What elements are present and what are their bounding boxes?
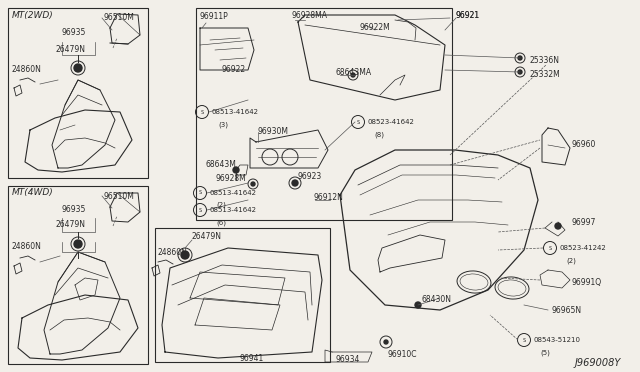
Circle shape [384,340,388,344]
Text: (6): (6) [216,219,226,225]
Text: S: S [198,190,202,196]
Text: 96921: 96921 [455,11,479,20]
Circle shape [181,251,189,259]
Circle shape [251,182,255,186]
Circle shape [415,302,421,308]
Text: 96912N: 96912N [314,193,344,202]
Text: (2): (2) [216,202,226,208]
Bar [196,8,452,220]
Text: 68643MA: 68643MA [335,68,371,77]
Text: 96510M: 96510M [103,192,134,201]
Text: 08523-41642: 08523-41642 [368,119,415,125]
Bar [155,228,330,362]
Text: 96911P: 96911P [200,12,228,21]
Text: 96991Q: 96991Q [572,278,602,287]
Text: 24860N: 24860N [158,248,188,257]
Text: 25336N: 25336N [530,56,560,65]
Text: 96923: 96923 [297,172,321,181]
Text: 26479N: 26479N [192,232,222,241]
Text: MT(2WD): MT(2WD) [12,11,54,20]
Text: 08513-41642: 08513-41642 [210,190,257,196]
Text: S: S [356,119,360,125]
Text: S: S [522,337,525,343]
Text: 24860N: 24860N [11,65,41,74]
Text: 96922: 96922 [222,65,246,74]
Text: (3): (3) [218,121,228,128]
Circle shape [74,64,82,72]
Text: S: S [548,246,552,250]
Circle shape [518,56,522,60]
Text: 26479N: 26479N [55,45,85,54]
Circle shape [292,180,298,186]
Text: 96960: 96960 [572,140,596,149]
Text: 96922M: 96922M [360,23,391,32]
Text: (5): (5) [540,349,550,356]
Text: 24860N: 24860N [11,242,41,251]
Text: 08543-51210: 08543-51210 [534,337,581,343]
Text: 96997: 96997 [572,218,596,227]
Circle shape [74,240,82,248]
Circle shape [555,223,561,229]
Text: S: S [198,208,202,212]
Circle shape [351,73,355,77]
Text: S: S [200,109,204,115]
Text: 96921: 96921 [455,11,479,20]
Text: (2): (2) [566,257,576,263]
Text: 96935: 96935 [62,28,86,37]
Circle shape [233,167,239,173]
Text: 68643M: 68643M [205,160,236,169]
Text: 96930M: 96930M [258,127,289,136]
Text: (8): (8) [374,131,384,138]
Text: 96910C: 96910C [388,350,417,359]
Text: 08513-41642: 08513-41642 [212,109,259,115]
Text: 25332M: 25332M [530,70,561,79]
Text: 96965N: 96965N [552,306,582,315]
Text: 08523-41242: 08523-41242 [560,245,607,251]
Text: 96928M: 96928M [216,174,247,183]
Text: 68430N: 68430N [422,295,452,304]
Text: 96941: 96941 [240,354,264,363]
Text: 96510M: 96510M [103,13,134,22]
Text: J969008Y: J969008Y [575,358,621,368]
Text: 08513-41642: 08513-41642 [210,207,257,213]
Circle shape [518,70,522,74]
Text: 26479N: 26479N [55,220,85,229]
Bar [8,8,148,178]
Text: MT(4WD): MT(4WD) [12,188,54,197]
Text: 96935: 96935 [62,205,86,214]
Bar [8,186,148,364]
Text: 96934: 96934 [335,355,360,364]
Text: 96928MA: 96928MA [292,11,328,20]
